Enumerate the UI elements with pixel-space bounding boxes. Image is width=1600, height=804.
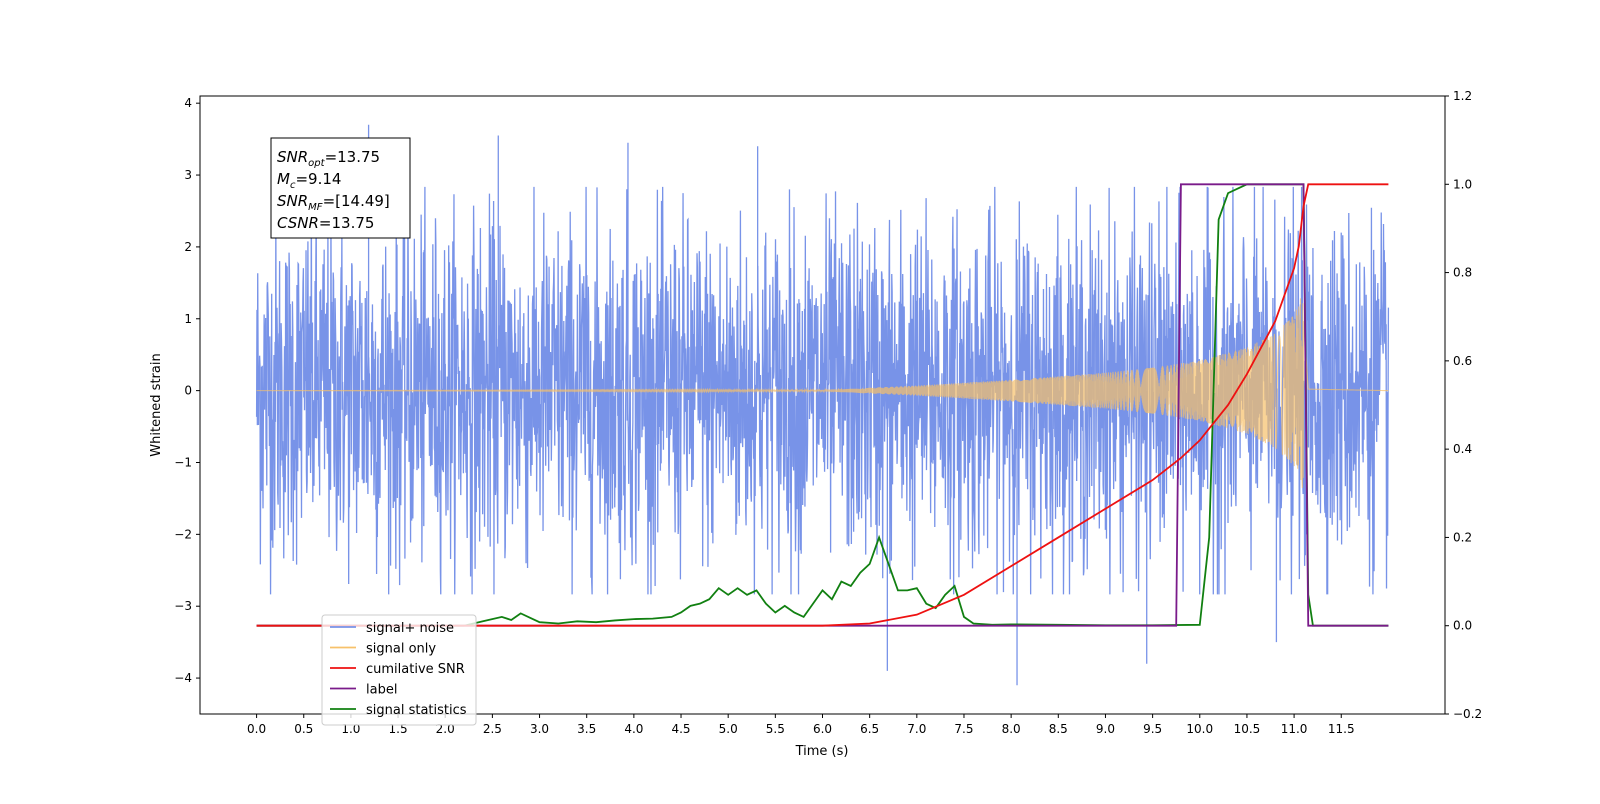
x-tick-label: 11.5: [1328, 722, 1355, 736]
legend-label: signal only: [366, 642, 436, 657]
y2-tick-label: 0.6: [1453, 354, 1472, 368]
stats-box-frame: [270, 137, 411, 239]
x-tick-label: 6.5: [860, 722, 879, 736]
x-tick-label: 3.0: [530, 722, 549, 736]
y-tick-label: 0: [184, 384, 192, 398]
stats-line: CSNR=13.75: [277, 214, 374, 232]
x-tick-label: 10.0: [1186, 722, 1213, 736]
x-axis-label: Time (s): [795, 744, 849, 759]
x-tick-label: 4.5: [671, 722, 690, 736]
y2-tick-label: 0.8: [1453, 266, 1472, 280]
y-tick-label: 2: [184, 240, 192, 254]
y2-tick-label: 1.0: [1453, 177, 1472, 191]
y-tick-label: −4: [174, 671, 192, 685]
x-tick-label: 6.0: [813, 722, 832, 736]
y-axis-label: Whitened strain: [149, 353, 164, 456]
series-signal-only: [256, 298, 1389, 488]
axes: 0.0 0.5 1.0 1.5 2.0 2.5 3.0 3.5 4.0 4.5 5.0 5.5 6.0 6…: [174, 89, 1482, 736]
y2-tick-label: 1.2: [1453, 89, 1472, 103]
legend-label: label: [366, 683, 397, 698]
legend-frame: [321, 614, 477, 726]
x-tick-label: 5.5: [766, 722, 785, 736]
y2-tick-label: 0.2: [1453, 530, 1472, 544]
x-tick-label: 9.0: [1096, 722, 1115, 736]
y-tick-label: 1: [184, 312, 192, 326]
x-tick-label: 0.0: [247, 722, 266, 736]
x-tick-label: 0.5: [294, 722, 313, 736]
series-cumilative-snr: [256, 183, 1389, 627]
y-tick-label: 3: [184, 168, 192, 182]
stats-line: Mc=9.14: [277, 170, 341, 191]
stats-line: SNRMF=[14.49]: [277, 192, 390, 213]
x-tick-label: 5.0: [719, 722, 738, 736]
x-tick-label: 10.5: [1234, 722, 1261, 736]
x-tick-label: 8.0: [1002, 722, 1021, 736]
x-tick-label: 7.5: [954, 722, 973, 736]
legend-label: cumilative SNR: [366, 662, 465, 677]
x-tick-label: 2.5: [483, 722, 502, 736]
stats-box: SNRopt=13.75Mc=9.14SNRMF=[14.49]CSNR=13.…: [270, 137, 411, 239]
x-tick-label: 3.5: [577, 722, 596, 736]
y-tick-label: −1: [174, 455, 192, 469]
legend: signal+ noise signal only cumilative SNR la…: [321, 614, 477, 726]
y2-tick-label: 0.4: [1453, 442, 1472, 456]
y-tick-label: 4: [184, 96, 192, 110]
x-tick-label: 9.5: [1143, 722, 1162, 736]
legend-label: signal statistics: [366, 703, 467, 718]
y-tick-label: −3: [174, 599, 192, 613]
x-tick-label: 8.5: [1049, 722, 1068, 736]
x-tick-label: 11.0: [1281, 722, 1308, 736]
y2-tick-label: 0.0: [1453, 619, 1472, 633]
y-tick-label: −2: [174, 527, 192, 541]
y2-tick-label: −0.2: [1453, 707, 1482, 721]
legend-label: signal+ noise: [366, 621, 454, 636]
plot-area: [255, 124, 1390, 686]
x-tick-label: 7.0: [907, 722, 926, 736]
series-signal-plus-noise: [255, 186, 1390, 595]
stats-line: SNRopt=13.75: [277, 148, 380, 169]
series-signal-statistics: [256, 183, 1389, 627]
x-tick-label: 4.0: [624, 722, 643, 736]
series-label: [256, 183, 1389, 627]
